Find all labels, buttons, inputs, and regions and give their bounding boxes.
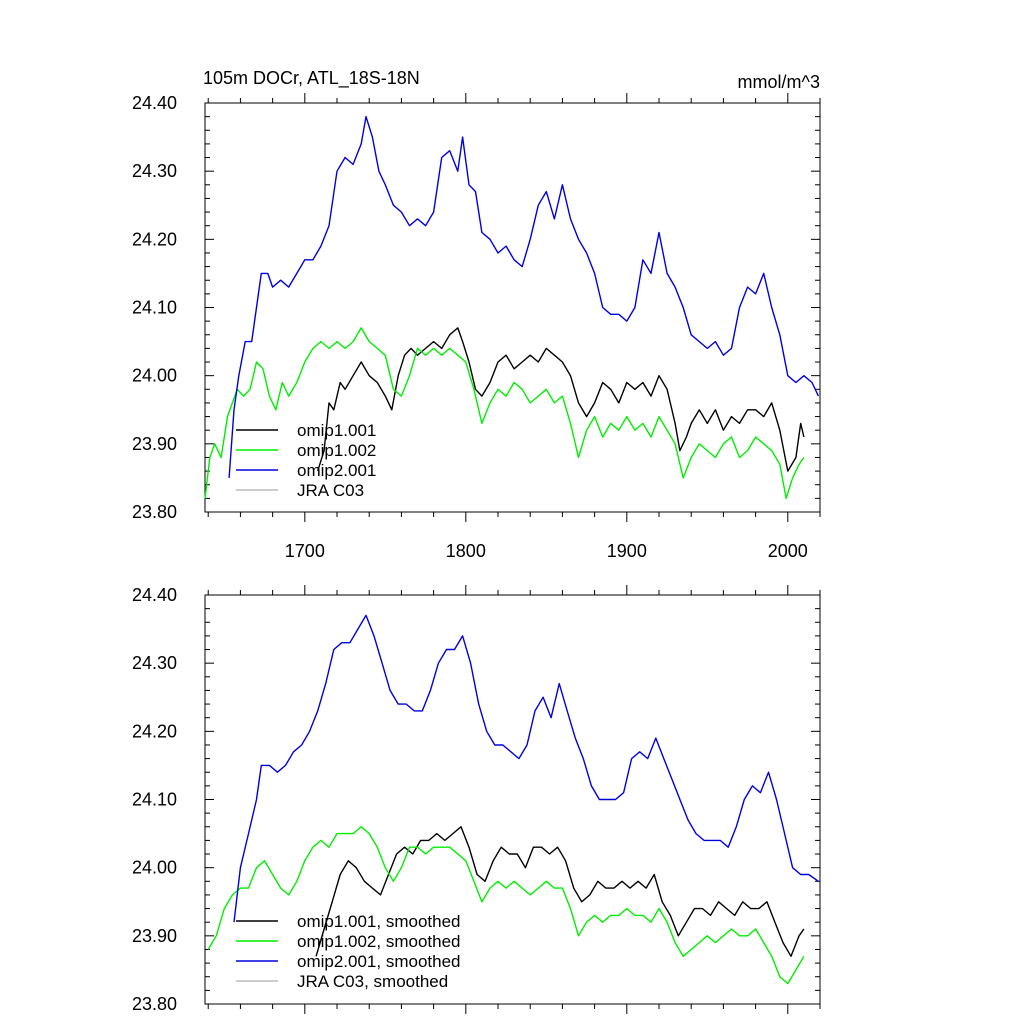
top-panel: 105m DOCr, ATL_18S-18N mmol/m^3 23.80 23.… [132, 68, 821, 561]
series-line-omip1-001-smoothed [315, 826, 805, 957]
series-line-omip2-001 [228, 115, 820, 478]
legend-label: JRA C03 [297, 481, 364, 500]
y-tick-label: 24.20 [132, 721, 177, 741]
series-line-omip1-001 [317, 327, 805, 472]
x-tick-label: 1700 [285, 541, 325, 561]
series-line-omip2-001-smoothed [233, 614, 819, 923]
legend-label: omip1.001 [297, 421, 376, 440]
legend-label: omip1.002, smoothed [297, 932, 461, 951]
y-tick-label: 24.10 [132, 790, 177, 810]
y-tick-label: 24.30 [132, 653, 177, 673]
y-tick-label: 24.40 [132, 93, 177, 113]
series-line-omip1-002-smoothed [207, 826, 805, 985]
y-tick-label: 23.80 [132, 502, 177, 522]
legend-label: omip2.001 [297, 461, 376, 480]
y-tick-label: 23.90 [132, 434, 177, 454]
units-label: mmol/m^3 [738, 72, 820, 92]
legend-label: JRA C03, smoothed [297, 972, 448, 991]
series-line-omip1-002 [204, 327, 805, 500]
bottom-panel: 23.80 23.90 24.00 24.10 24.20 24.30 24.40 omip1… [132, 585, 821, 1014]
y-tick-label: 24.00 [132, 366, 177, 386]
x-tick-label: 2000 [768, 541, 808, 561]
legend-label: omip1.002 [297, 441, 376, 460]
x-tick-label: 1800 [446, 541, 486, 561]
y-tick-label: 24.30 [132, 161, 177, 181]
legend-label: omip2.001, smoothed [297, 952, 461, 971]
y-tick-label: 24.20 [132, 229, 177, 249]
y-tick-label: 23.80 [132, 994, 177, 1014]
legend-label: omip1.001, smoothed [297, 912, 461, 931]
x-tick-label: 1900 [607, 541, 647, 561]
chart-title: 105m DOCr, ATL_18S-18N [203, 68, 420, 89]
y-tick-label: 23.90 [132, 926, 177, 946]
y-tick-label: 24.00 [132, 858, 177, 878]
y-tick-label: 24.10 [132, 298, 177, 318]
y-tick-label: 24.40 [132, 585, 177, 605]
